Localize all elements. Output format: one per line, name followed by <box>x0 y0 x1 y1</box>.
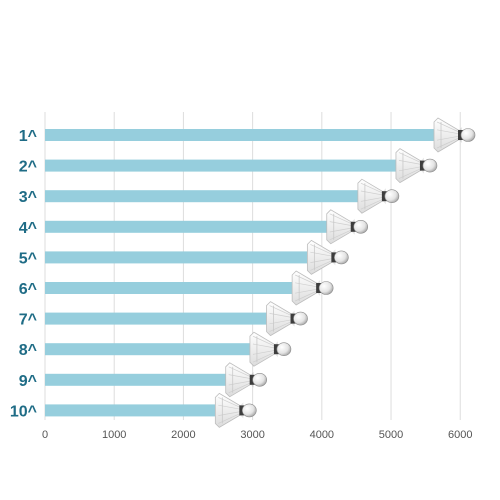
bar <box>45 159 398 172</box>
x-tick-label: 1000 <box>102 429 126 441</box>
bar <box>45 129 437 141</box>
x-tick-label: 6000 <box>448 429 472 441</box>
bar <box>45 220 329 233</box>
category-labels: 1^ 2^ 3^ 4^ 5^ 6^ 7^ 8^ 9^ 10^ <box>10 128 37 420</box>
bar <box>45 373 228 386</box>
bar <box>45 312 269 325</box>
shuttlecock-icon <box>225 362 268 398</box>
shuttlecock-icon <box>326 209 369 245</box>
shuttlecock-markers <box>214 117 476 428</box>
bar <box>45 282 295 294</box>
bar <box>45 190 360 203</box>
x-tick-label: 0 <box>42 429 48 441</box>
category-label: 10^ <box>10 403 37 420</box>
x-tick-label: 5000 <box>379 429 403 441</box>
category-label: 4^ <box>19 220 37 237</box>
category-label: 5^ <box>19 250 37 267</box>
category-label: 2^ <box>19 159 37 176</box>
x-tick-label: 4000 <box>310 429 334 441</box>
shuttlecock-icon <box>433 117 476 153</box>
bar <box>45 251 310 264</box>
category-label: 9^ <box>19 373 37 390</box>
category-label: 6^ <box>19 281 37 298</box>
category-label: 7^ <box>19 312 37 329</box>
category-label: 3^ <box>19 189 37 206</box>
x-axis-ticks: 0 1000 2000 3000 4000 5000 6000 <box>42 429 473 441</box>
category-label: 8^ <box>19 342 37 359</box>
shuttlecock-icon <box>306 239 349 275</box>
bar <box>45 343 252 356</box>
shuttlecock-icon <box>291 270 334 306</box>
shuttlecock-icon <box>357 178 400 214</box>
shuttlecock-icon <box>214 392 257 428</box>
shuttlecock-icon <box>395 148 438 184</box>
x-tick-label: 2000 <box>171 429 195 441</box>
bar <box>45 404 218 417</box>
x-tick-label: 3000 <box>240 429 264 441</box>
shuttlecock-icon <box>249 331 292 367</box>
bars <box>45 129 437 417</box>
shuttlecock-icon <box>266 301 308 337</box>
category-label: 1^ <box>19 128 37 145</box>
